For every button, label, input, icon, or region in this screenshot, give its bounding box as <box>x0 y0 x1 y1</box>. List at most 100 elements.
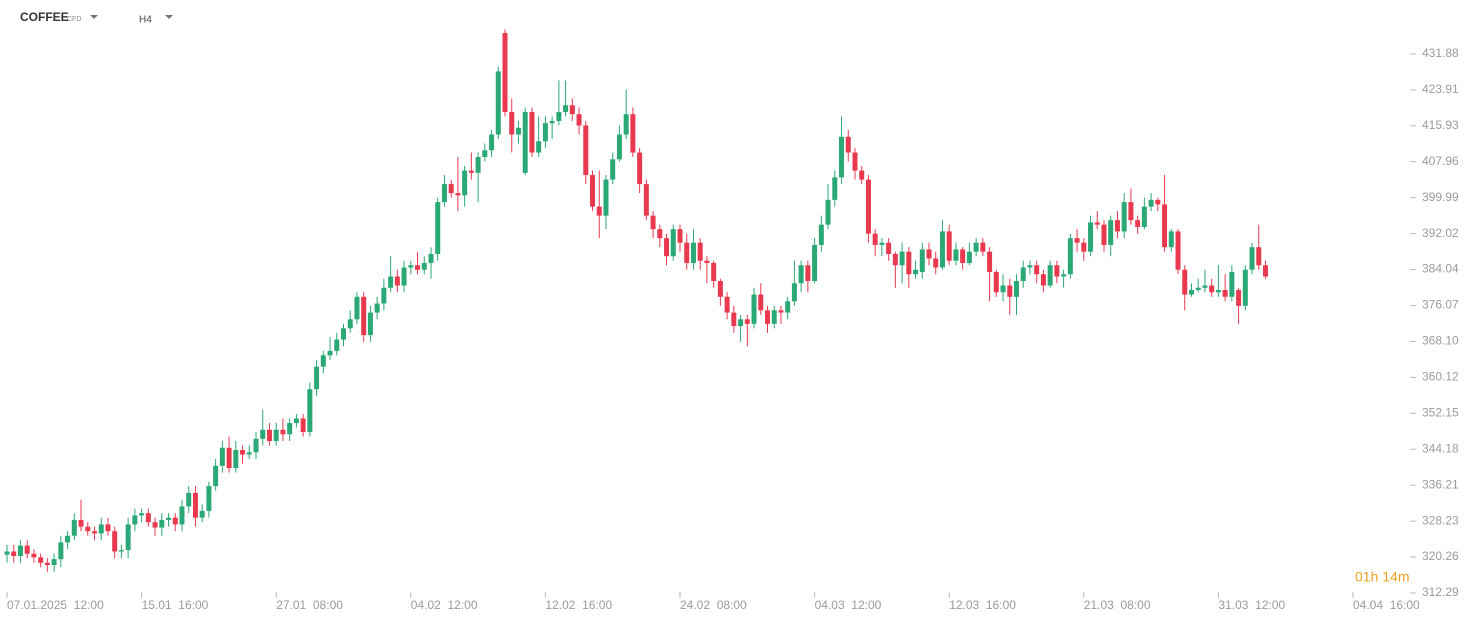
candle-body <box>1215 290 1221 293</box>
candle-body <box>1188 290 1194 295</box>
candle-body <box>556 111 562 121</box>
candle-body <box>361 296 367 336</box>
candle-body <box>455 193 461 196</box>
candle-body <box>421 262 427 270</box>
candle-body <box>865 179 871 234</box>
candle-body <box>320 355 326 367</box>
y-tick-label: 415.93 <box>1422 118 1459 132</box>
x-tick-label: 15.01 16:00 <box>142 598 209 612</box>
candle-body <box>1020 267 1026 282</box>
candle-body <box>1236 290 1242 306</box>
candle-body <box>145 513 151 523</box>
candle-body <box>536 141 542 153</box>
candle-body <box>939 231 945 268</box>
candle-body <box>475 157 481 173</box>
x-tick-label: 12.03 16:00 <box>949 598 1016 612</box>
y-tick-label: 328.23 <box>1422 513 1459 527</box>
candle-body <box>751 294 757 324</box>
candle-body <box>186 492 192 507</box>
candle-body <box>152 522 158 528</box>
candle-body <box>226 447 232 469</box>
candle-body <box>327 350 333 356</box>
candle-body <box>132 515 138 525</box>
candle-body <box>1027 265 1033 268</box>
dropdown-arrow[interactable] <box>165 15 173 19</box>
candle-body <box>657 229 663 239</box>
symbol[interactable]: COFFEE <box>20 10 69 24</box>
candle-body <box>764 310 770 324</box>
countdown: 01h 14m <box>1355 569 1409 585</box>
candle-body <box>785 301 791 313</box>
candle-body <box>347 319 353 329</box>
candle-body <box>697 242 703 261</box>
candle-body <box>51 559 57 566</box>
dropdown-arrow[interactable] <box>90 15 98 19</box>
candle-body <box>980 242 986 252</box>
candle-body <box>246 452 252 455</box>
candle-body <box>334 339 340 351</box>
candle-body <box>637 152 643 185</box>
candle-body <box>1202 285 1208 288</box>
candle-body <box>118 550 124 552</box>
instrument: CFD <box>67 16 81 23</box>
candle-body <box>886 242 892 254</box>
candle-body <box>287 423 293 435</box>
candle-body <box>919 249 925 272</box>
candle-body <box>569 105 575 115</box>
candle-body <box>1101 224 1107 245</box>
candle-body <box>1162 204 1168 248</box>
candle-body <box>253 438 259 453</box>
candle-body <box>381 287 387 304</box>
candle-body <box>859 170 865 180</box>
timeframe[interactable]: H4 <box>139 15 152 26</box>
candle-body <box>1074 238 1080 243</box>
candle-body <box>367 312 373 336</box>
candle-body <box>307 389 313 433</box>
x-tick-label: 24.02 08:00 <box>680 598 747 612</box>
y-tick-label: 392.02 <box>1422 226 1459 240</box>
candle-body <box>219 447 225 466</box>
candle-body <box>1263 265 1269 277</box>
candle-body <box>24 545 30 554</box>
candle-body <box>1249 247 1255 270</box>
candle-body <box>603 179 609 216</box>
y-tick-label: 344.18 <box>1422 441 1459 455</box>
candle-body <box>1061 274 1067 277</box>
candle-body <box>825 199 831 225</box>
candle-body <box>1242 269 1248 306</box>
candle-body <box>805 265 811 282</box>
candle-body <box>462 170 468 196</box>
candle-body <box>771 310 777 324</box>
candle-body <box>1040 274 1046 286</box>
candle-body <box>502 33 508 112</box>
candle-body <box>933 258 939 268</box>
candle-body <box>529 111 535 153</box>
candle-body <box>199 510 205 518</box>
candle-body <box>1094 222 1100 225</box>
candle-body <box>677 229 683 243</box>
candle-body <box>798 265 804 284</box>
y-tick-label: 384.04 <box>1422 262 1459 276</box>
candle-body <box>913 269 919 275</box>
y-tick-label: 407.96 <box>1422 154 1459 168</box>
candle-body <box>273 429 279 442</box>
candle-body <box>616 134 622 160</box>
candle-body <box>31 553 37 558</box>
candle-body <box>879 242 885 245</box>
candle-body <box>576 114 582 126</box>
candle-body <box>630 114 636 153</box>
candle-body <box>1209 285 1215 293</box>
candle-body <box>509 111 515 135</box>
candle-body <box>1108 220 1114 245</box>
candle-body <box>1222 290 1228 297</box>
candle-body <box>960 249 966 263</box>
candle-body <box>65 535 71 543</box>
y-tick-label: 368.10 <box>1422 334 1459 348</box>
candle-body <box>1081 242 1087 252</box>
candle-body <box>724 296 730 313</box>
candle-body <box>1088 222 1094 252</box>
candle-body <box>1195 287 1201 291</box>
x-tick-label: 21.03 08:00 <box>1084 598 1151 612</box>
candle-body <box>1141 206 1147 227</box>
